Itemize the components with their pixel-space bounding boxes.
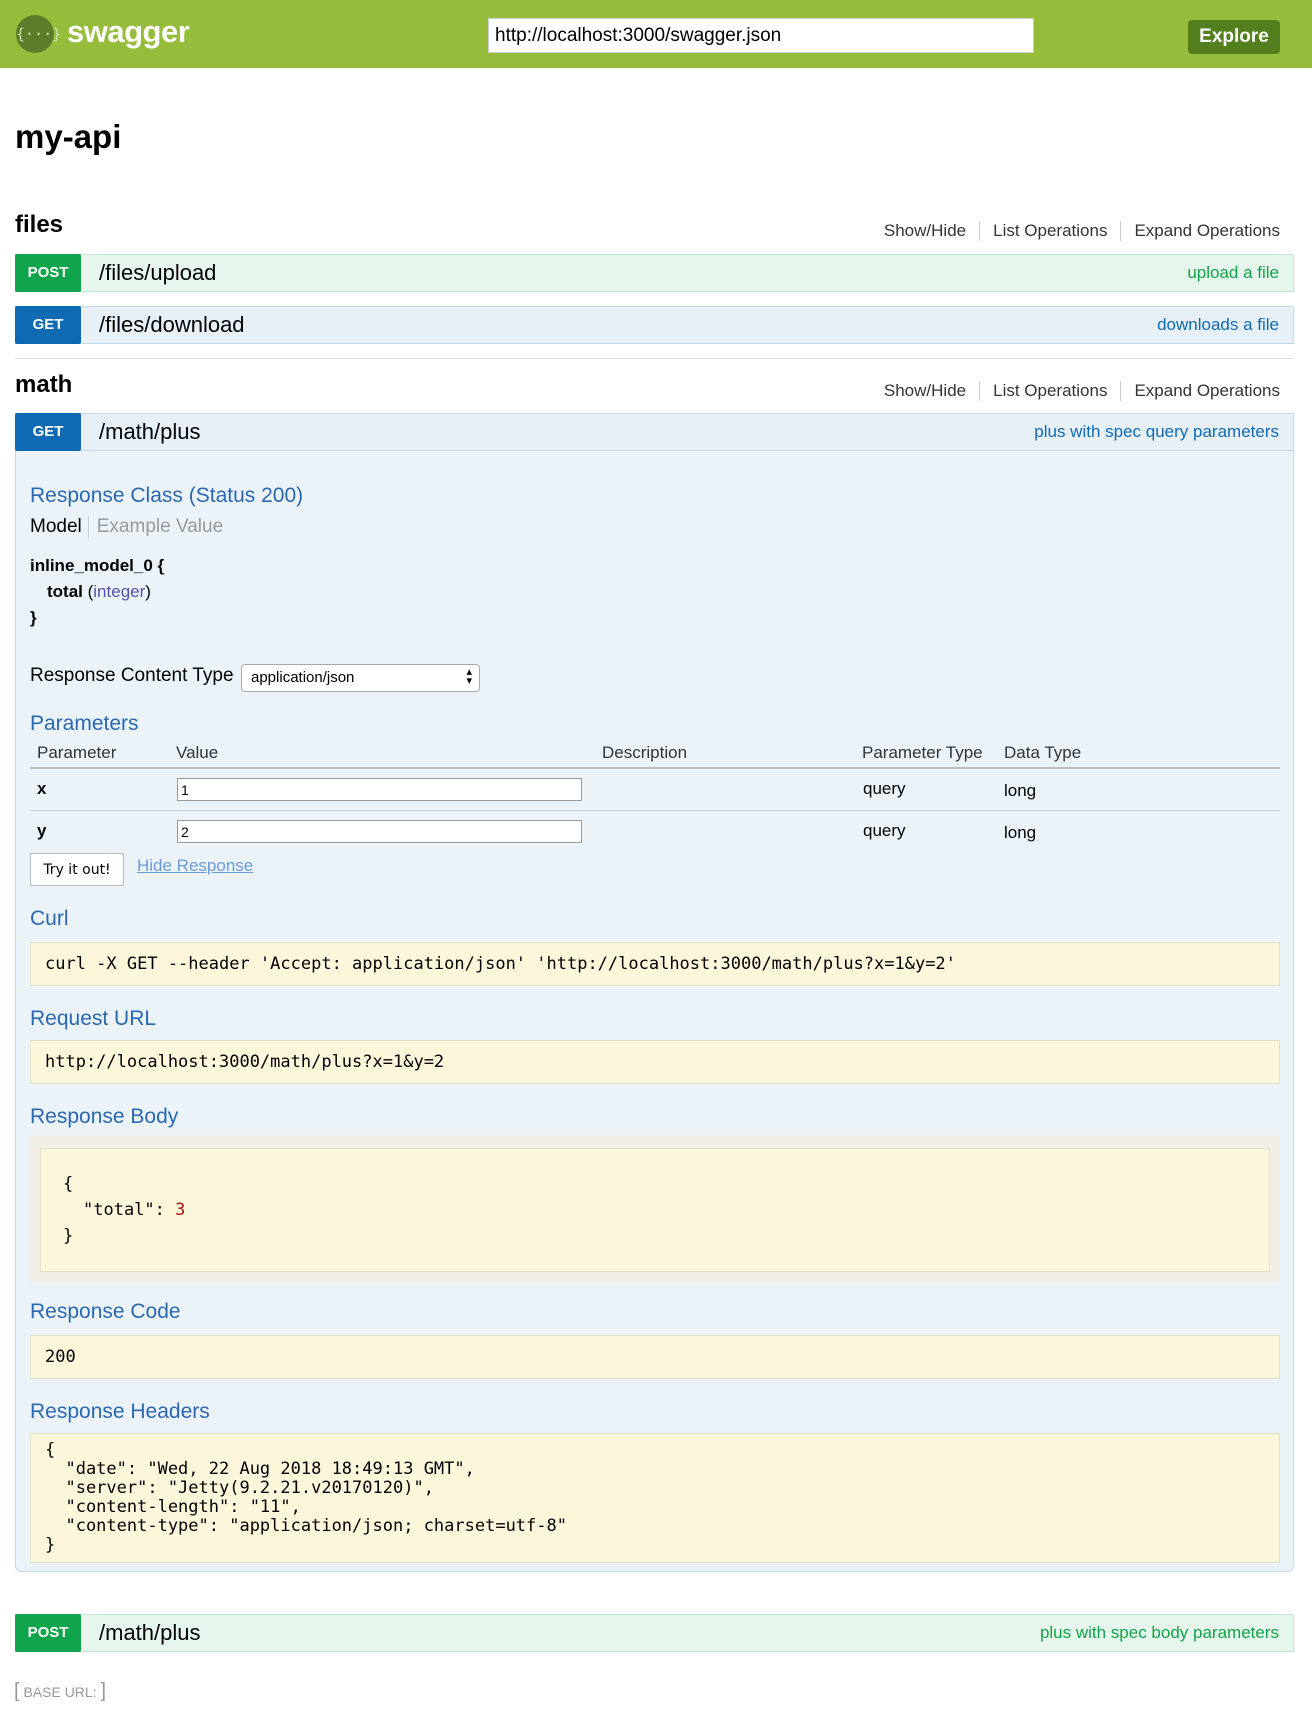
show-hide-link[interactable]: Show/Hide — [883, 381, 967, 400]
list-operations-link[interactable]: List Operations — [979, 221, 1120, 241]
tab-example-value[interactable]: Example Value — [96, 516, 224, 537]
explore-button[interactable]: Explore — [1188, 20, 1280, 54]
header-line: { — [45, 1440, 56, 1460]
model-tabs: Model Example Value — [30, 516, 223, 538]
header-line: "date": "Wed, 22 Aug 2018 18:49:13 GMT", — [45, 1459, 475, 1479]
resource-math-links: Show/Hide List Operations Expand Operati… — [871, 381, 1280, 401]
list-operations-link[interactable]: List Operations — [979, 381, 1120, 401]
property-type: integer — [93, 582, 146, 601]
show-hide-link[interactable]: Show/Hide — [883, 221, 967, 240]
param-name: y — [37, 821, 47, 840]
response-body-box: { "total": 3 } — [40, 1148, 1270, 1272]
request-url-title: Request URL — [30, 1007, 157, 1030]
curl-title: Curl — [30, 907, 69, 930]
try-it-out-button[interactable]: Try it out! — [30, 853, 124, 886]
json-value: 3 — [175, 1200, 186, 1220]
param-y-input[interactable] — [177, 820, 582, 843]
method-badge[interactable]: POST — [15, 254, 81, 292]
param-data-type: long — [1004, 823, 1037, 842]
param-type: query — [863, 779, 906, 798]
operation-get-files-download[interactable]: GET /files/download downloads a file — [15, 306, 1294, 344]
expand-operations-link[interactable]: Expand Operations — [1120, 381, 1280, 401]
resource-files-links: Show/Hide List Operations Expand Operati… — [871, 221, 1280, 241]
operation-summary[interactable]: plus with spec query parameters — [1034, 422, 1279, 441]
top-bar: {···} swagger Explore — [0, 0, 1312, 68]
response-body-title: Response Body — [30, 1105, 179, 1128]
hide-response-link[interactable]: Hide Response — [137, 856, 254, 875]
property-name: total — [47, 582, 83, 601]
response-headers-title: Response Headers — [30, 1400, 210, 1423]
operation-path[interactable]: /math/plus — [99, 419, 201, 444]
param-data-type: long — [1004, 781, 1037, 800]
operation-get-math-plus[interactable]: GET /math/plus plus with spec query para… — [15, 413, 1294, 451]
json-brace: } — [63, 1226, 74, 1246]
header-line: } — [45, 1535, 56, 1555]
param-type: query — [863, 821, 906, 840]
base-url-label: BASE URL — [23, 1684, 93, 1700]
base-url: [ BASE URL: ] — [14, 1680, 107, 1702]
page-title: my-api — [15, 118, 122, 155]
operation-path[interactable]: /files/download — [99, 312, 245, 337]
model-close: } — [30, 608, 37, 627]
method-badge[interactable]: GET — [15, 306, 81, 344]
resource-math-heading[interactable]: math — [15, 371, 73, 398]
table-header-line — [30, 767, 1280, 769]
json-line: "total": 3 — [63, 1197, 1247, 1223]
col-parameter: Parameter — [37, 743, 117, 762]
response-class-title: Response Class (Status 200) — [30, 484, 304, 507]
col-value: Value — [176, 743, 219, 762]
json-brace: { — [63, 1174, 74, 1194]
resource-divider — [15, 358, 1294, 359]
operation-summary[interactable]: downloads a file — [1157, 315, 1279, 334]
method-badge[interactable]: POST — [15, 1614, 81, 1652]
param-x-input[interactable] — [177, 778, 582, 801]
col-parameter-type: Parameter Type — [862, 743, 983, 762]
response-headers-box: { "date": "Wed, 22 Aug 2018 18:49:13 GMT… — [30, 1433, 1280, 1563]
operation-summary[interactable]: plus with spec body parameters — [1039, 1623, 1279, 1642]
request-url-box: http://localhost:3000/math/plus?x=1&y=2 — [30, 1040, 1280, 1084]
response-code-title: Response Code — [30, 1300, 181, 1323]
content-type-select[interactable]: application/json ▴ ▾ — [241, 664, 480, 692]
model-name: inline_model_0 { — [30, 556, 165, 575]
row-divider — [30, 810, 1280, 811]
operation-post-math-plus[interactable]: POST /math/plus plus with spec body para… — [15, 1614, 1294, 1652]
operation-post-files-upload[interactable]: POST /files/upload upload a file — [15, 254, 1294, 292]
parameters-title: Parameters — [30, 712, 139, 735]
header-line: "content-length": "11", — [45, 1497, 301, 1517]
select-arrows-icon: ▴ ▾ — [466, 666, 472, 687]
operation-summary[interactable]: upload a file — [1187, 263, 1279, 282]
col-data-type: Data Type — [1004, 743, 1082, 762]
spec-url-input[interactable] — [488, 18, 1034, 53]
operation-path[interactable]: /files/upload — [99, 260, 217, 285]
operation-path[interactable]: /math/plus — [99, 1620, 201, 1645]
swagger-logo-icon: {···} — [16, 15, 61, 53]
response-code-box: 200 — [30, 1335, 1280, 1379]
expand-operations-link[interactable]: Expand Operations — [1120, 221, 1280, 241]
header-line: "server": "Jetty(9.2.21.v20170120)", — [45, 1478, 434, 1498]
method-badge[interactable]: GET — [15, 413, 81, 451]
model-property: total (integer) — [47, 582, 151, 601]
content-type-label: Response Content Type — [30, 665, 234, 686]
select-value: application/json — [251, 669, 355, 686]
resource-files-heading[interactable]: files — [15, 211, 64, 238]
tab-model[interactable]: Model — [30, 516, 89, 538]
col-description: Description — [602, 743, 688, 762]
param-name: x — [37, 779, 47, 798]
json-key: "total": — [83, 1200, 176, 1220]
operation-details-panel: Response Class (Status 200) Model Exampl… — [15, 451, 1294, 1572]
brand-name: swagger — [67, 14, 190, 49]
curl-box: curl -X GET --header 'Accept: applicatio… — [30, 942, 1280, 986]
header-line: "content-type": "application/json; chars… — [45, 1516, 567, 1536]
